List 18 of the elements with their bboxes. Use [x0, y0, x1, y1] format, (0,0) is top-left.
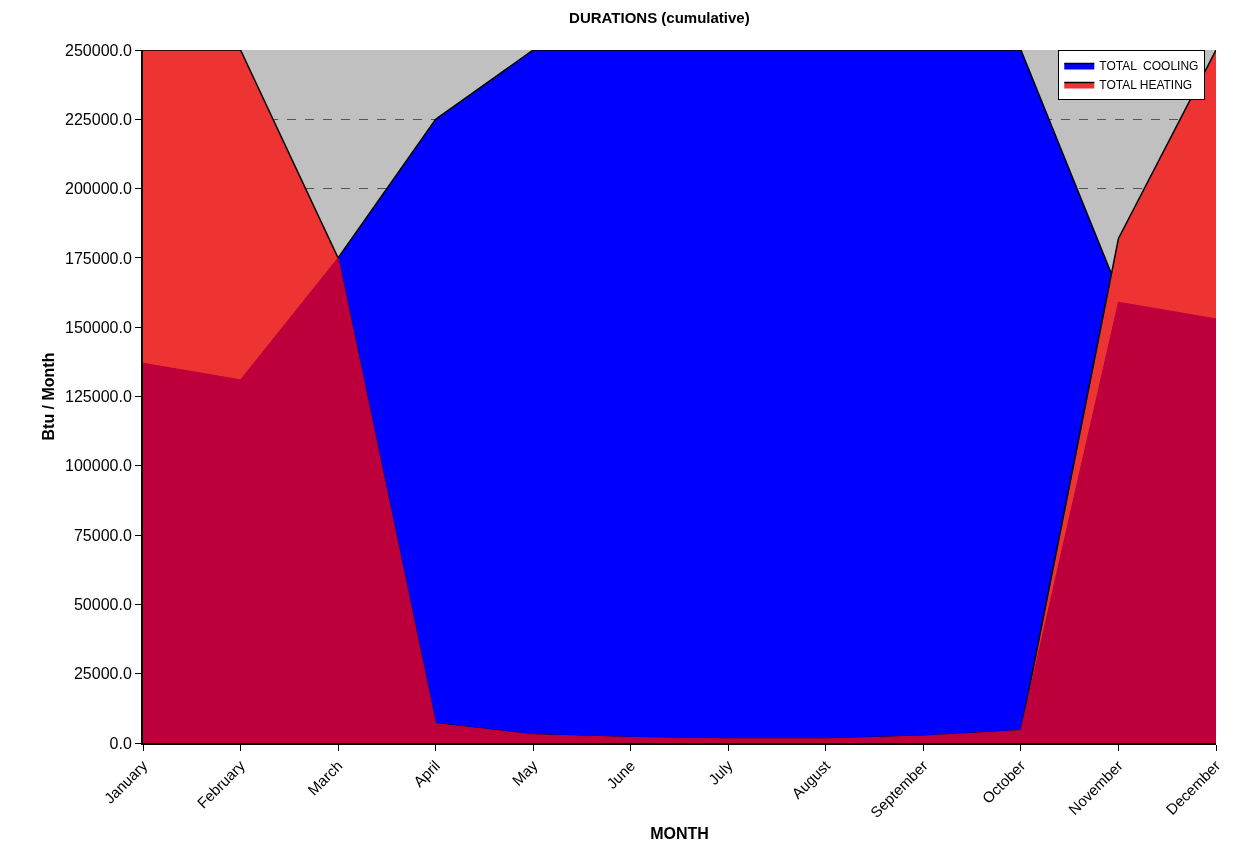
- y-tick-label: 200000.0: [65, 180, 132, 198]
- y-tick-label: 50000.0: [73, 596, 132, 613]
- y-tick-label: 25000.0: [73, 665, 132, 683]
- y-tick-label: 125000.0: [65, 388, 132, 406]
- y-tick-label: 100000.0: [65, 457, 132, 475]
- x-axis-title: MONTH: [650, 825, 709, 843]
- y-tick-label: 0.0: [109, 734, 132, 752]
- y-tick-label: 150000.0: [65, 318, 132, 336]
- x-tick-label: May: [508, 756, 541, 789]
- legend-label: TOTAL HEATING: [1099, 78, 1193, 93]
- y-tick-label: 75000.0: [73, 526, 132, 544]
- x-tick-label: July: [704, 756, 737, 788]
- legend-label: TOTAL COOLING: [1099, 59, 1199, 74]
- y-axis-title: Btu / Month: [40, 352, 58, 441]
- y-tick-label: 175000.0: [65, 249, 132, 267]
- y-tick-label: 250000.0: [65, 41, 132, 59]
- y-tick-label: 225000.0: [65, 110, 132, 128]
- chart-title: DURATIONS (cumulative): [569, 9, 750, 27]
